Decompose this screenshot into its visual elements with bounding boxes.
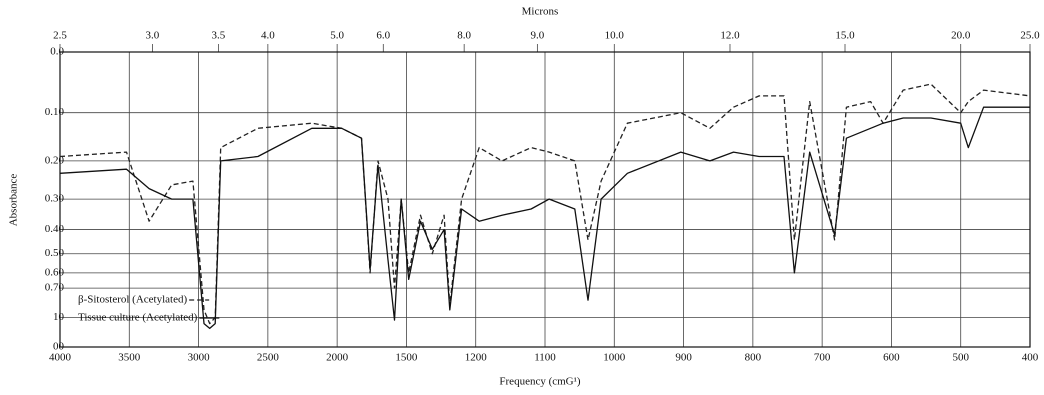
y-tick-label: 10 <box>53 311 65 323</box>
y-tick-label: 0.70 <box>45 282 65 294</box>
x2-tick-label: 20.0 <box>951 30 971 42</box>
x-axis-label: Frequency (cmG¹) <box>499 376 581 388</box>
x2-tick-label: 12.0 <box>720 30 740 42</box>
x-tick-label: 800 <box>745 352 762 364</box>
x2-tick-label: 5.0 <box>330 30 344 42</box>
y-axis-label: Absorbance <box>8 174 20 227</box>
y-tick-label: 00 <box>53 341 65 353</box>
x-tick-label: 4000 <box>49 352 72 364</box>
x-tick-label: 700 <box>814 352 831 364</box>
x-tick-label: 2500 <box>257 352 280 364</box>
x-tick-label: 900 <box>675 352 692 364</box>
x-tick-label: 3000 <box>188 352 211 364</box>
x-tick-label: 3500 <box>118 352 141 364</box>
spectrum-line <box>59 83 1031 325</box>
y-tick-label: 0.10 <box>45 106 65 118</box>
y-tick-label: 0.0 <box>50 46 64 58</box>
x2-tick-label: 9.0 <box>531 30 545 42</box>
x-tick-label: 1000 <box>603 352 626 364</box>
spectrum-line <box>59 106 1030 330</box>
x-tick-label: 1100 <box>534 352 556 364</box>
y-tick-label: 0.40 <box>45 223 65 235</box>
x2-tick-label: 4.0 <box>261 30 275 42</box>
y-tick-label: 0.50 <box>45 247 65 259</box>
x2-tick-label: 2.5 <box>53 30 67 42</box>
x-tick-label: 500 <box>952 352 969 364</box>
x2-tick-label: 6.0 <box>376 30 390 42</box>
x-tick-label: 1200 <box>465 352 488 364</box>
x2-axis-label: Microns <box>522 6 559 18</box>
plot-frame <box>59 51 1031 348</box>
y-tick-label: 0.30 <box>45 193 65 205</box>
x2-tick-label: 8.0 <box>457 30 471 42</box>
x-tick-label: 600 <box>883 352 900 364</box>
legend-label: Tissue culture (Acetylated) <box>78 312 198 324</box>
x2-tick-label: 3.0 <box>146 30 160 42</box>
x2-tick-label: 15.0 <box>835 30 855 42</box>
y-tick-label: 0.60 <box>45 266 65 278</box>
x2-tick-label: 10.0 <box>605 30 625 42</box>
x2-tick-label: 3.5 <box>212 30 226 42</box>
x2-tick-label: 25.0 <box>1020 30 1040 42</box>
legend-label: β-Sitosterol (Acetylated) <box>78 294 187 306</box>
x-tick-label: 1500 <box>395 352 418 364</box>
x-tick-label: 400 <box>1022 352 1039 364</box>
x-tick-label: 2000 <box>326 352 349 364</box>
